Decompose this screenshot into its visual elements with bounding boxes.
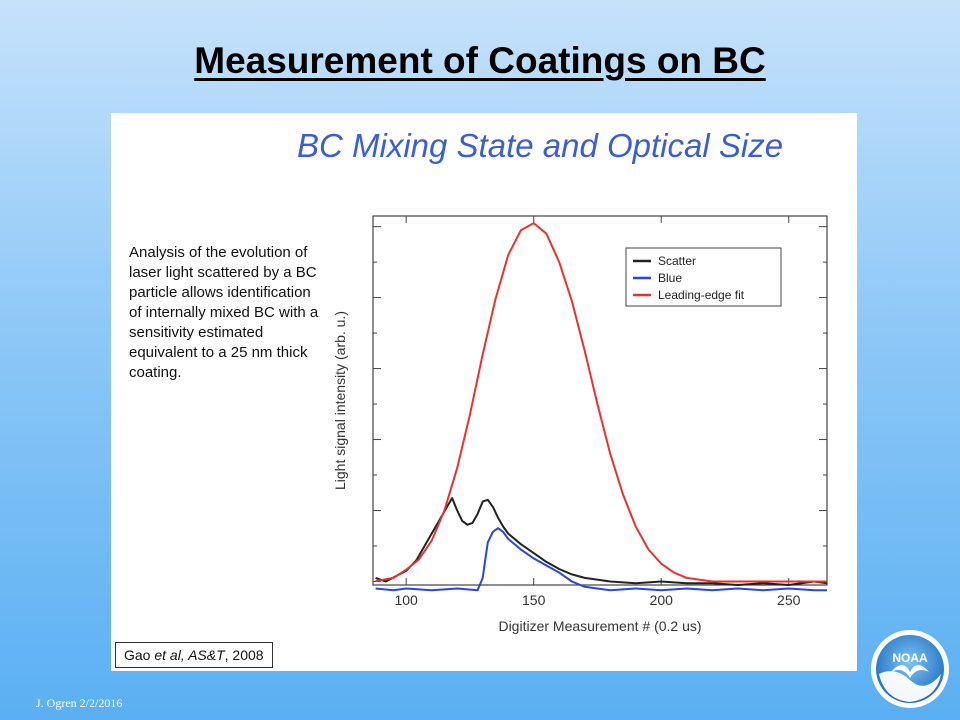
series-line-2 — [375, 222, 827, 583]
legend-label-2: Leading-edge fit — [658, 288, 745, 302]
plot-area-border — [372, 215, 828, 586]
legend-box — [625, 247, 782, 307]
series-line-0 — [375, 497, 828, 586]
x-tick-label-150: 150 — [522, 592, 546, 608]
x-tick-label-200: 200 — [650, 592, 674, 608]
x-axis-label: Digitizer Measurement # (0.2 us) — [498, 618, 701, 634]
plot-frame — [372, 215, 828, 586]
x-tick-label-250: 250 — [777, 592, 801, 608]
axis-labels: Digitizer Measurement # (0.2 us) Light si… — [332, 311, 702, 634]
series-line-1 — [375, 527, 827, 592]
legend-label-0: Scatter — [658, 254, 696, 268]
x-tick-label-100: 100 — [394, 592, 418, 608]
y-axis-label: Light signal intensity (arb. u.) — [332, 311, 348, 490]
description-text: Analysis of the evolution of laser light… — [129, 244, 319, 381]
citation-year: , 2008 — [224, 647, 264, 663]
legend-label-1: Blue — [658, 271, 682, 285]
figure-panel: 100 150 200 250 Scatter Blue Leading-edge fit… — [111, 113, 857, 671]
logo-text: NOAA — [892, 651, 928, 665]
slide-title: Measurement of Coatings on BC — [194, 40, 766, 81]
noaa-logo: NOAA — [871, 630, 949, 708]
series-lines — [375, 222, 828, 592]
citation-journal: et al, AS&T — [154, 647, 225, 663]
citation-author: Gao — [124, 647, 155, 663]
chart: 100 150 200 250 Scatter Blue Leading-edge fit… — [332, 215, 828, 634]
ticks: 100 150 200 250 — [373, 216, 827, 608]
legend: Scatter Blue Leading-edge fit — [625, 247, 782, 307]
footer-credit: J. Ogren 2/2/2016 — [36, 696, 123, 710]
figure-title: BC Mixing State and Optical Size — [297, 127, 784, 164]
citation-box: Gao et al, AS&T, 2008 — [115, 642, 273, 668]
